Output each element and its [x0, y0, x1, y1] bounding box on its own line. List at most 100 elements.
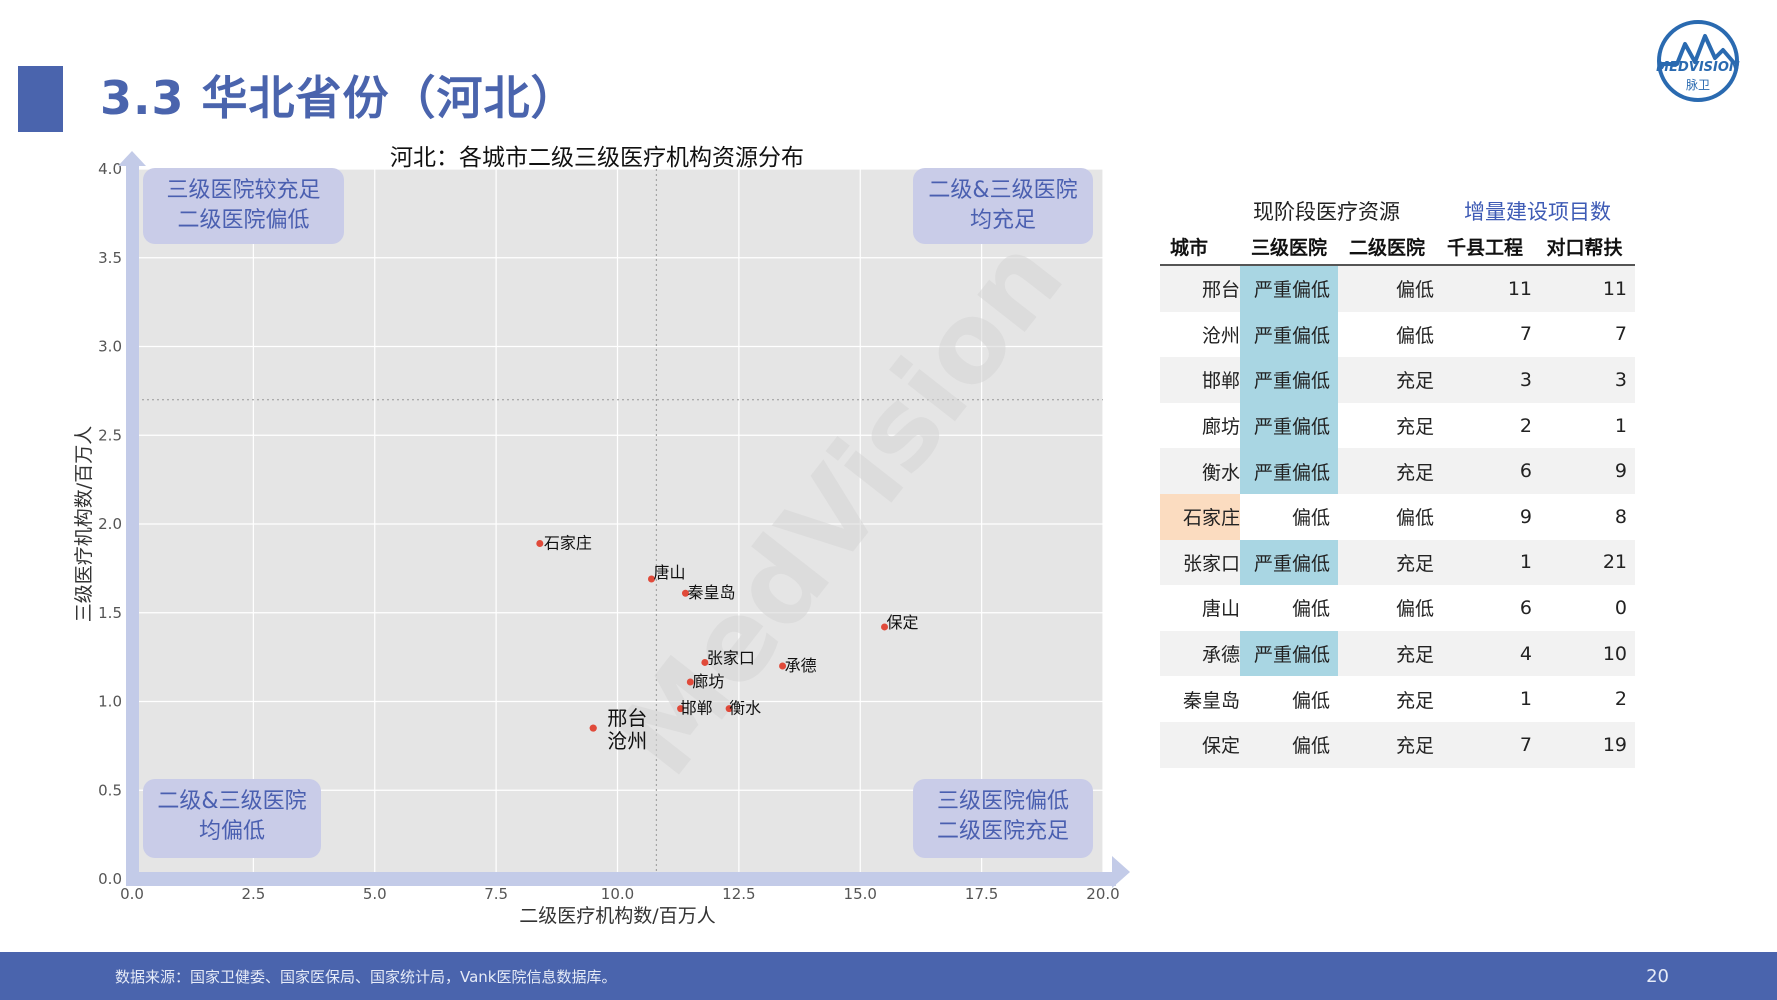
header-tier2: 二级医院	[1348, 236, 1425, 259]
cell-tier3: 严重偏低	[1240, 357, 1338, 403]
cell-tier2: 偏低	[1395, 279, 1434, 302]
scatter-point	[677, 705, 685, 713]
cell-duikou: 2	[1614, 688, 1627, 711]
table-row: 衡水 严重偏低 充足 6 9	[1160, 448, 1635, 494]
quadrant-bottom-left-label: 均偏低	[199, 819, 265, 844]
point-label: 邢台	[607, 706, 647, 730]
cell-qianxian: 7	[1519, 323, 1532, 346]
table-row: 石家庄 偏低 偏低 9 8	[1160, 493, 1635, 540]
cell-duikou: 21	[1602, 551, 1627, 574]
point-label: 邯郸	[681, 699, 713, 718]
cell-qianxian: 1	[1519, 688, 1532, 711]
footer-source: 数据来源：国家卫健委、国家医保局、国家统计局，Vank医院信息数据库。	[115, 968, 617, 986]
cell-city: 邯郸	[1201, 370, 1240, 393]
point-label: 廊坊	[692, 672, 724, 691]
table-row: 唐山 偏低 偏低 6 0	[1160, 585, 1635, 631]
cell-tier3: 偏低	[1291, 735, 1330, 758]
cell-qianxian: 6	[1519, 460, 1532, 483]
cell-qianxian: 11	[1507, 277, 1532, 300]
point-label: 衡水	[729, 699, 761, 718]
cell-qianxian: 2	[1519, 414, 1532, 437]
cell-city: 衡水	[1201, 461, 1240, 484]
point-label: 唐山	[653, 563, 685, 582]
cell-tier2: 充足	[1395, 689, 1434, 712]
y-axis-arrow-shaft	[126, 165, 139, 883]
quadrant-bottom-right-label: 二级医院充足	[937, 819, 1069, 844]
quadrant-top-left-box	[143, 168, 344, 244]
cell-tier2: 充足	[1395, 735, 1434, 758]
cell-tier2: 充足	[1395, 461, 1434, 484]
cell-tier2: 偏低	[1395, 324, 1434, 347]
table-row: 沧州 严重偏低 偏低 7 7	[1160, 311, 1635, 358]
y-tick-label: 3.0	[98, 338, 122, 356]
cell-city: 邢台	[1201, 279, 1240, 302]
cell-city: 保定	[1201, 735, 1240, 758]
cell-city: 沧州	[1201, 324, 1240, 347]
super-header-projects: 增量建设项目数	[1464, 200, 1611, 224]
cell-qianxian: 7	[1519, 733, 1532, 756]
x-tick-label: 20.0	[1086, 885, 1119, 903]
cell-tier3: 偏低	[1291, 598, 1330, 621]
cell-duikou: 1	[1614, 414, 1627, 437]
page-title: 3.3 华北省份（河北）	[100, 71, 578, 125]
quadrant-bottom-right-box	[913, 779, 1093, 858]
cell-tier2: 偏低	[1395, 598, 1434, 621]
x-tick-label: 7.5	[484, 885, 508, 903]
table-row: 保定 偏低 充足 7 19	[1160, 721, 1635, 768]
cell-tier3: 严重偏低	[1240, 266, 1338, 312]
medvision-logo-icon	[1657, 20, 1739, 102]
table-body: 邢台 严重偏低 偏低 11 11 沧州 严重偏低 偏低 7 7 邯郸 严重偏低 充足 3 3 廊坊 严重偏低 充足…	[1160, 266, 1635, 768]
table-row: 秦皇岛 偏低 充足 1 2	[1160, 676, 1635, 722]
quadrant-bottom-left-box	[143, 779, 321, 858]
cell-duikou: 11	[1602, 277, 1627, 300]
scatter-point	[701, 658, 709, 666]
header-city: 城市	[1170, 236, 1209, 259]
cell-duikou: 7	[1614, 323, 1627, 346]
title-accent-block	[18, 66, 63, 132]
y-tick-label: 4.0	[98, 160, 122, 178]
header-tier3: 三级医院	[1250, 236, 1327, 259]
cell-qianxian: 3	[1519, 368, 1532, 391]
quadrant-bottom-right-label: 三级医院偏低	[937, 789, 1069, 814]
cell-duikou: 10	[1602, 642, 1627, 665]
y-axis-label: 三级医疗机构数/百万人	[73, 426, 95, 622]
cell-qianxian: 9	[1519, 505, 1532, 528]
cell-tier2: 充足	[1395, 644, 1434, 667]
scatter-point	[725, 705, 733, 713]
chart-title: 河北：各城市二级三级医疗机构资源分布	[390, 145, 804, 171]
cell-qianxian: 1	[1519, 551, 1532, 574]
cell-tier3: 严重偏低	[1240, 448, 1338, 494]
cell-tier3: 偏低	[1291, 689, 1330, 712]
point-label: 沧州	[607, 729, 647, 753]
cell-tier2: 充足	[1395, 552, 1434, 575]
cell-tier2: 充足	[1395, 416, 1434, 439]
scatter-point	[681, 589, 689, 597]
scatter-point	[779, 662, 787, 670]
scatter-point	[881, 623, 889, 631]
cell-duikou: 9	[1614, 460, 1627, 483]
cell-tier3: 严重偏低	[1240, 402, 1338, 449]
x-tick-label: 5.0	[363, 885, 387, 903]
x-tick-label: 0.0	[120, 885, 144, 903]
y-tick-label: 2.0	[98, 515, 122, 533]
cell-tier3: 严重偏低	[1240, 311, 1338, 358]
logo-wordmark: MEDVISION	[1656, 60, 1740, 75]
x-axis-label: 二级医疗机构数/百万人	[519, 905, 715, 927]
x-axis-arrow-shaft	[126, 872, 1116, 886]
x-axis-arrow-head	[1112, 856, 1130, 888]
quadrant-top-left-label: 二级医院偏低	[177, 208, 309, 233]
cell-city: 秦皇岛	[1182, 689, 1240, 712]
cell-tier3: 偏低	[1291, 507, 1330, 530]
x-tick-label: 15.0	[844, 885, 877, 903]
y-tick-label: 3.5	[98, 249, 122, 267]
x-tick-label: 2.5	[241, 885, 265, 903]
table-row: 邢台 严重偏低 偏低 11 11	[1160, 266, 1635, 312]
cell-duikou: 19	[1602, 733, 1627, 756]
cell-tier2: 充足	[1395, 370, 1434, 393]
y-tick-label: 2.5	[98, 426, 122, 444]
quadrant-top-right-box	[913, 168, 1093, 244]
cell-qianxian: 4	[1519, 642, 1532, 665]
x-tick-label: 10.0	[601, 885, 634, 903]
quadrant-bottom-left-label: 二级&三级医院	[157, 789, 306, 814]
cell-city: 承德	[1201, 644, 1240, 667]
